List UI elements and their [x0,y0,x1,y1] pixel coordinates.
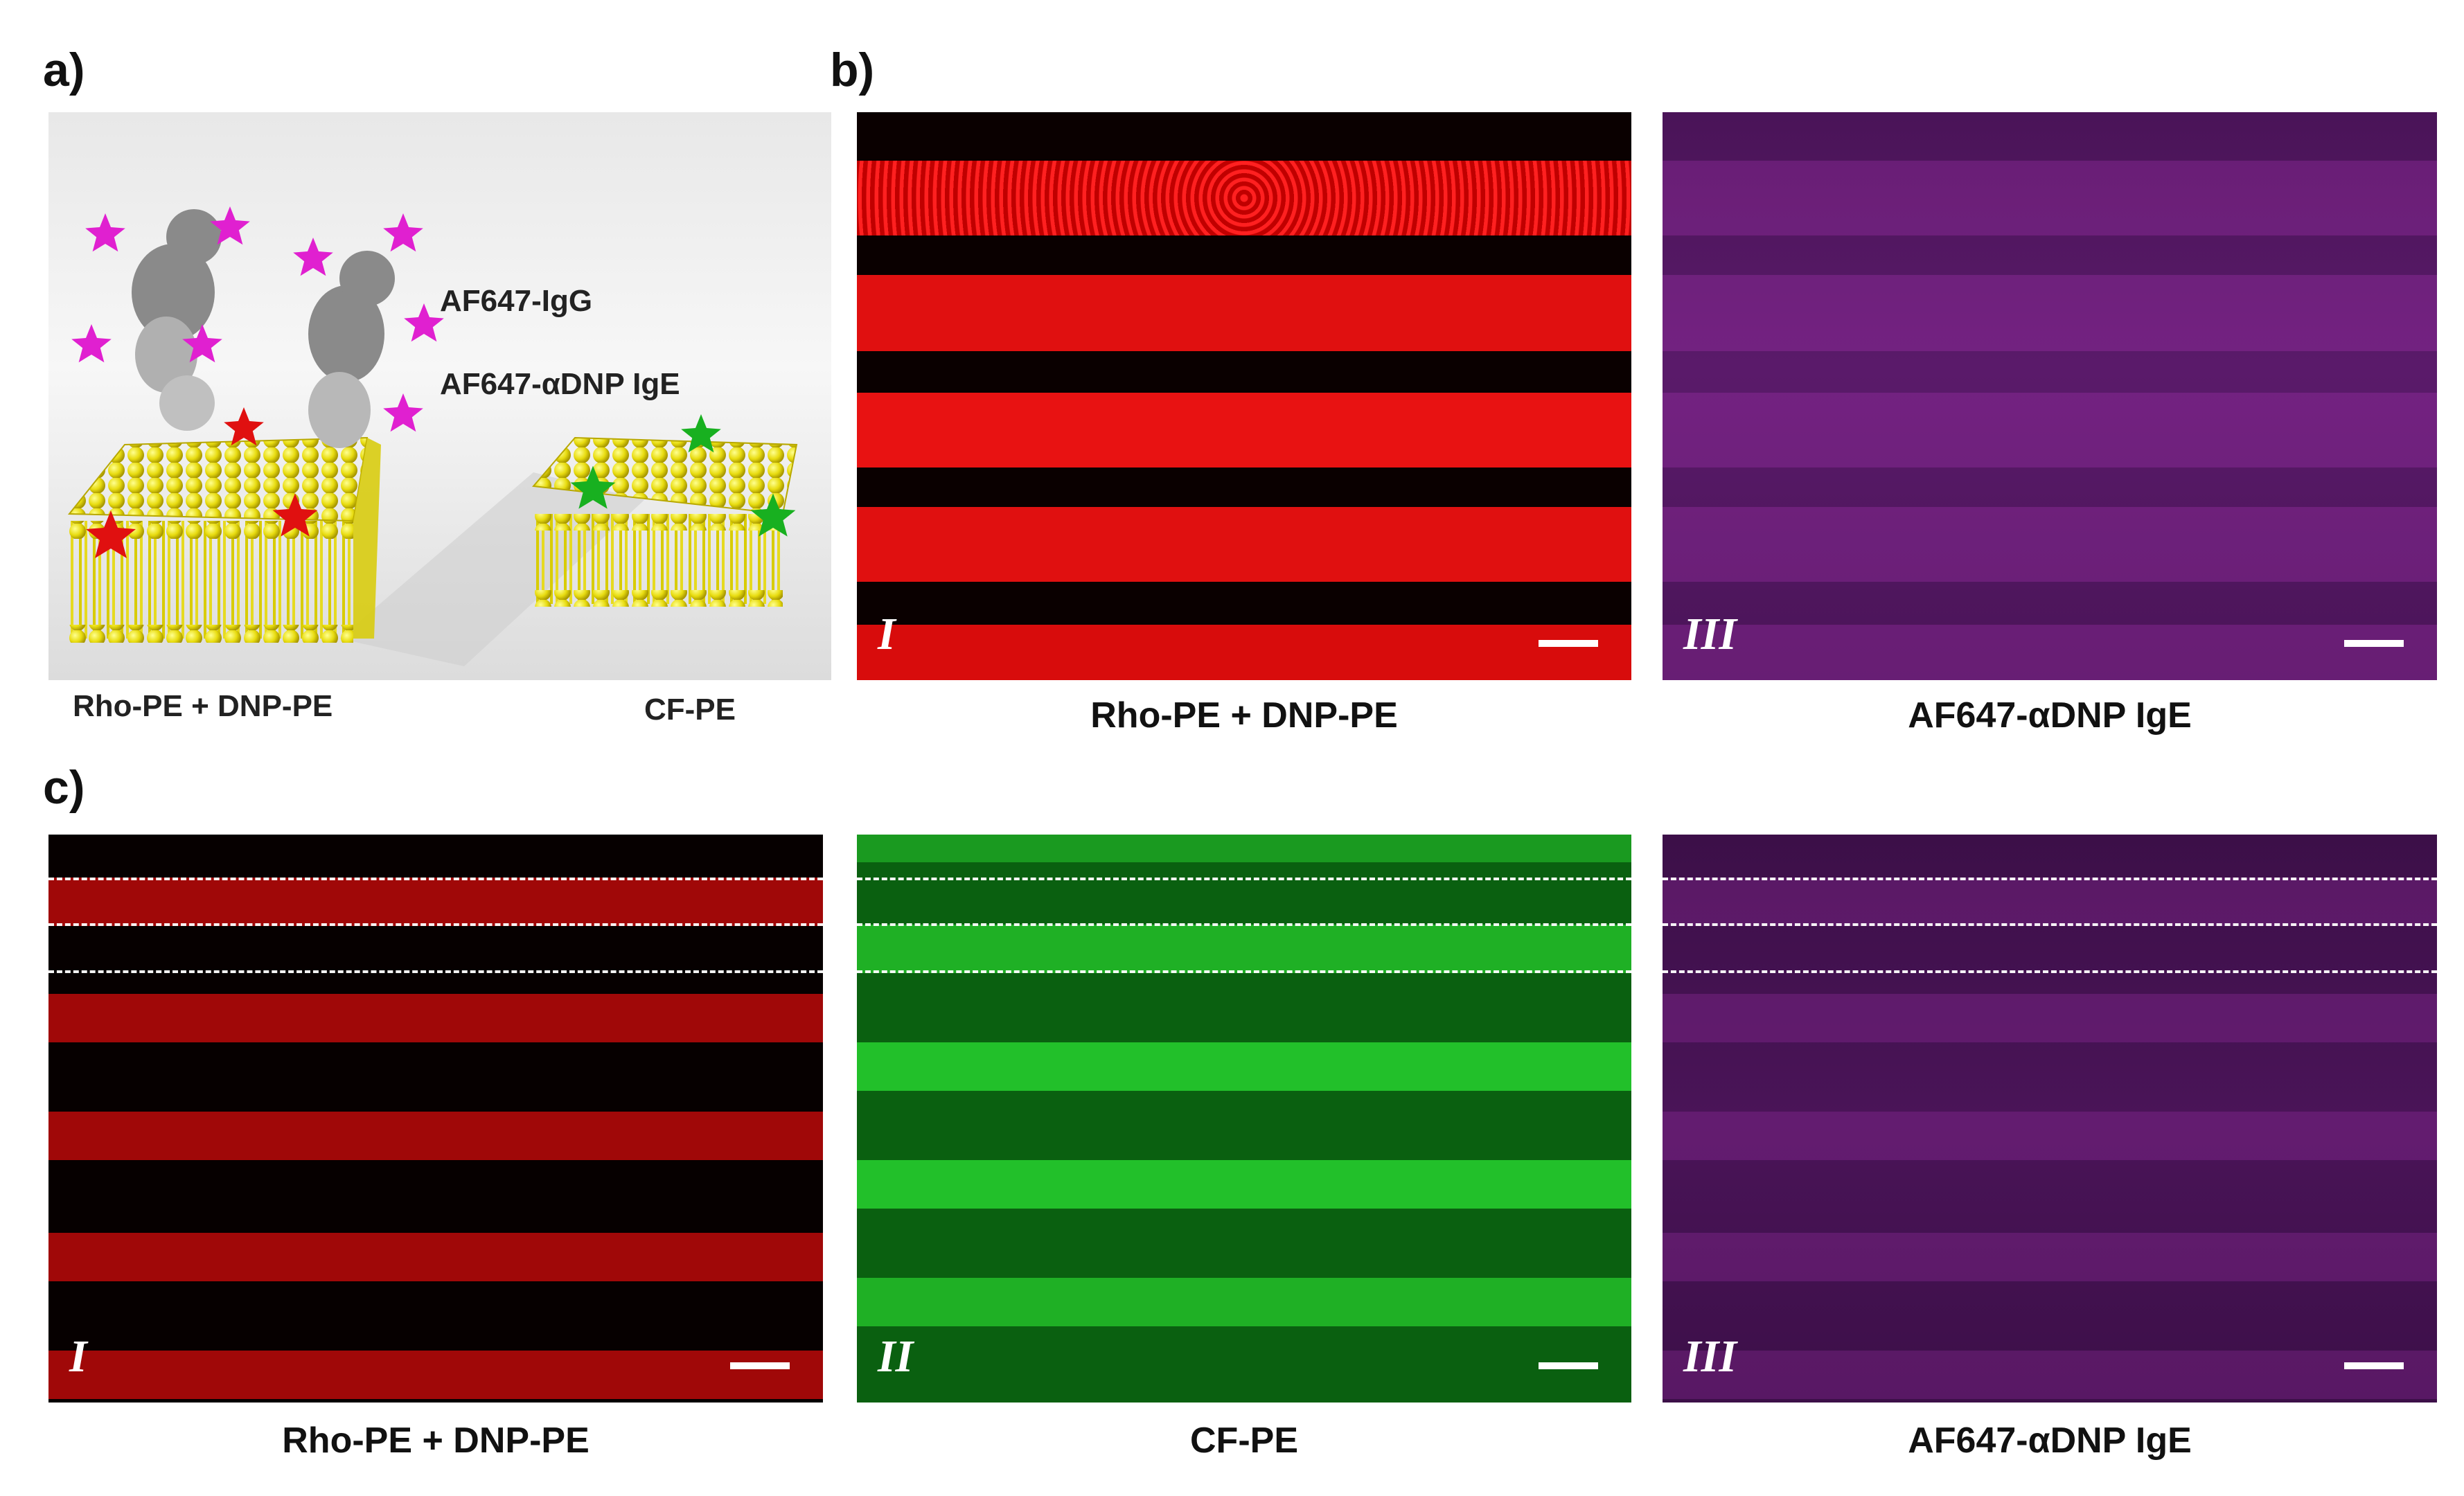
igg-label: AF647-IgG [440,284,593,318]
membrane-patch-right [532,436,798,607]
ige-label: AF647-αDNP IgE [440,367,680,401]
microscopy-b-III: III [1663,112,2437,680]
schematic-svg [67,206,798,666]
microscopy-b-I: I [857,112,1631,680]
schematic-caption-right: CF-PE [644,693,736,727]
microscopy-c-II: II [857,835,1631,1402]
caption-b-I: Rho-PE + DNP-PE [1090,695,1398,736]
numeral-b-I: I [878,609,896,659]
panel-label-c: c) [43,761,85,814]
numeral-c-II: II [878,1331,914,1382]
caption-c-I: Rho-PE + DNP-PE [282,1421,590,1461]
numeral-c-III: III [1683,1331,1737,1382]
caption-c-II: CF-PE [1190,1421,1298,1461]
numeral-c-I: I [69,1331,87,1382]
af647-stars [71,206,444,432]
rho-stars [86,407,318,558]
scale-bar [730,1362,790,1369]
microscopy-c-I: I [48,835,823,1402]
numeral-b-III: III [1683,609,1737,659]
panel-label-a: a) [43,44,85,96]
caption-c-III: AF647-αDNP IgE [1908,1421,2192,1461]
caption-b-III: AF647-αDNP IgE [1908,695,2192,736]
panel-label-b: b) [830,44,875,96]
membrane-patch-left [67,436,381,643]
schematic-illustration: AF647-IgG AF647-αDNP IgE [48,112,831,680]
scale-bar [1539,1362,1598,1369]
scale-bar [1539,640,1598,647]
cf-stars [570,414,796,537]
scale-bar [2344,640,2404,647]
antibody-ige [308,251,395,448]
schematic-caption-left: Rho-PE + DNP-PE [73,689,333,723]
microscopy-c-III: III [1663,835,2437,1402]
antibody-igg [132,209,222,431]
scale-bar [2344,1362,2404,1369]
